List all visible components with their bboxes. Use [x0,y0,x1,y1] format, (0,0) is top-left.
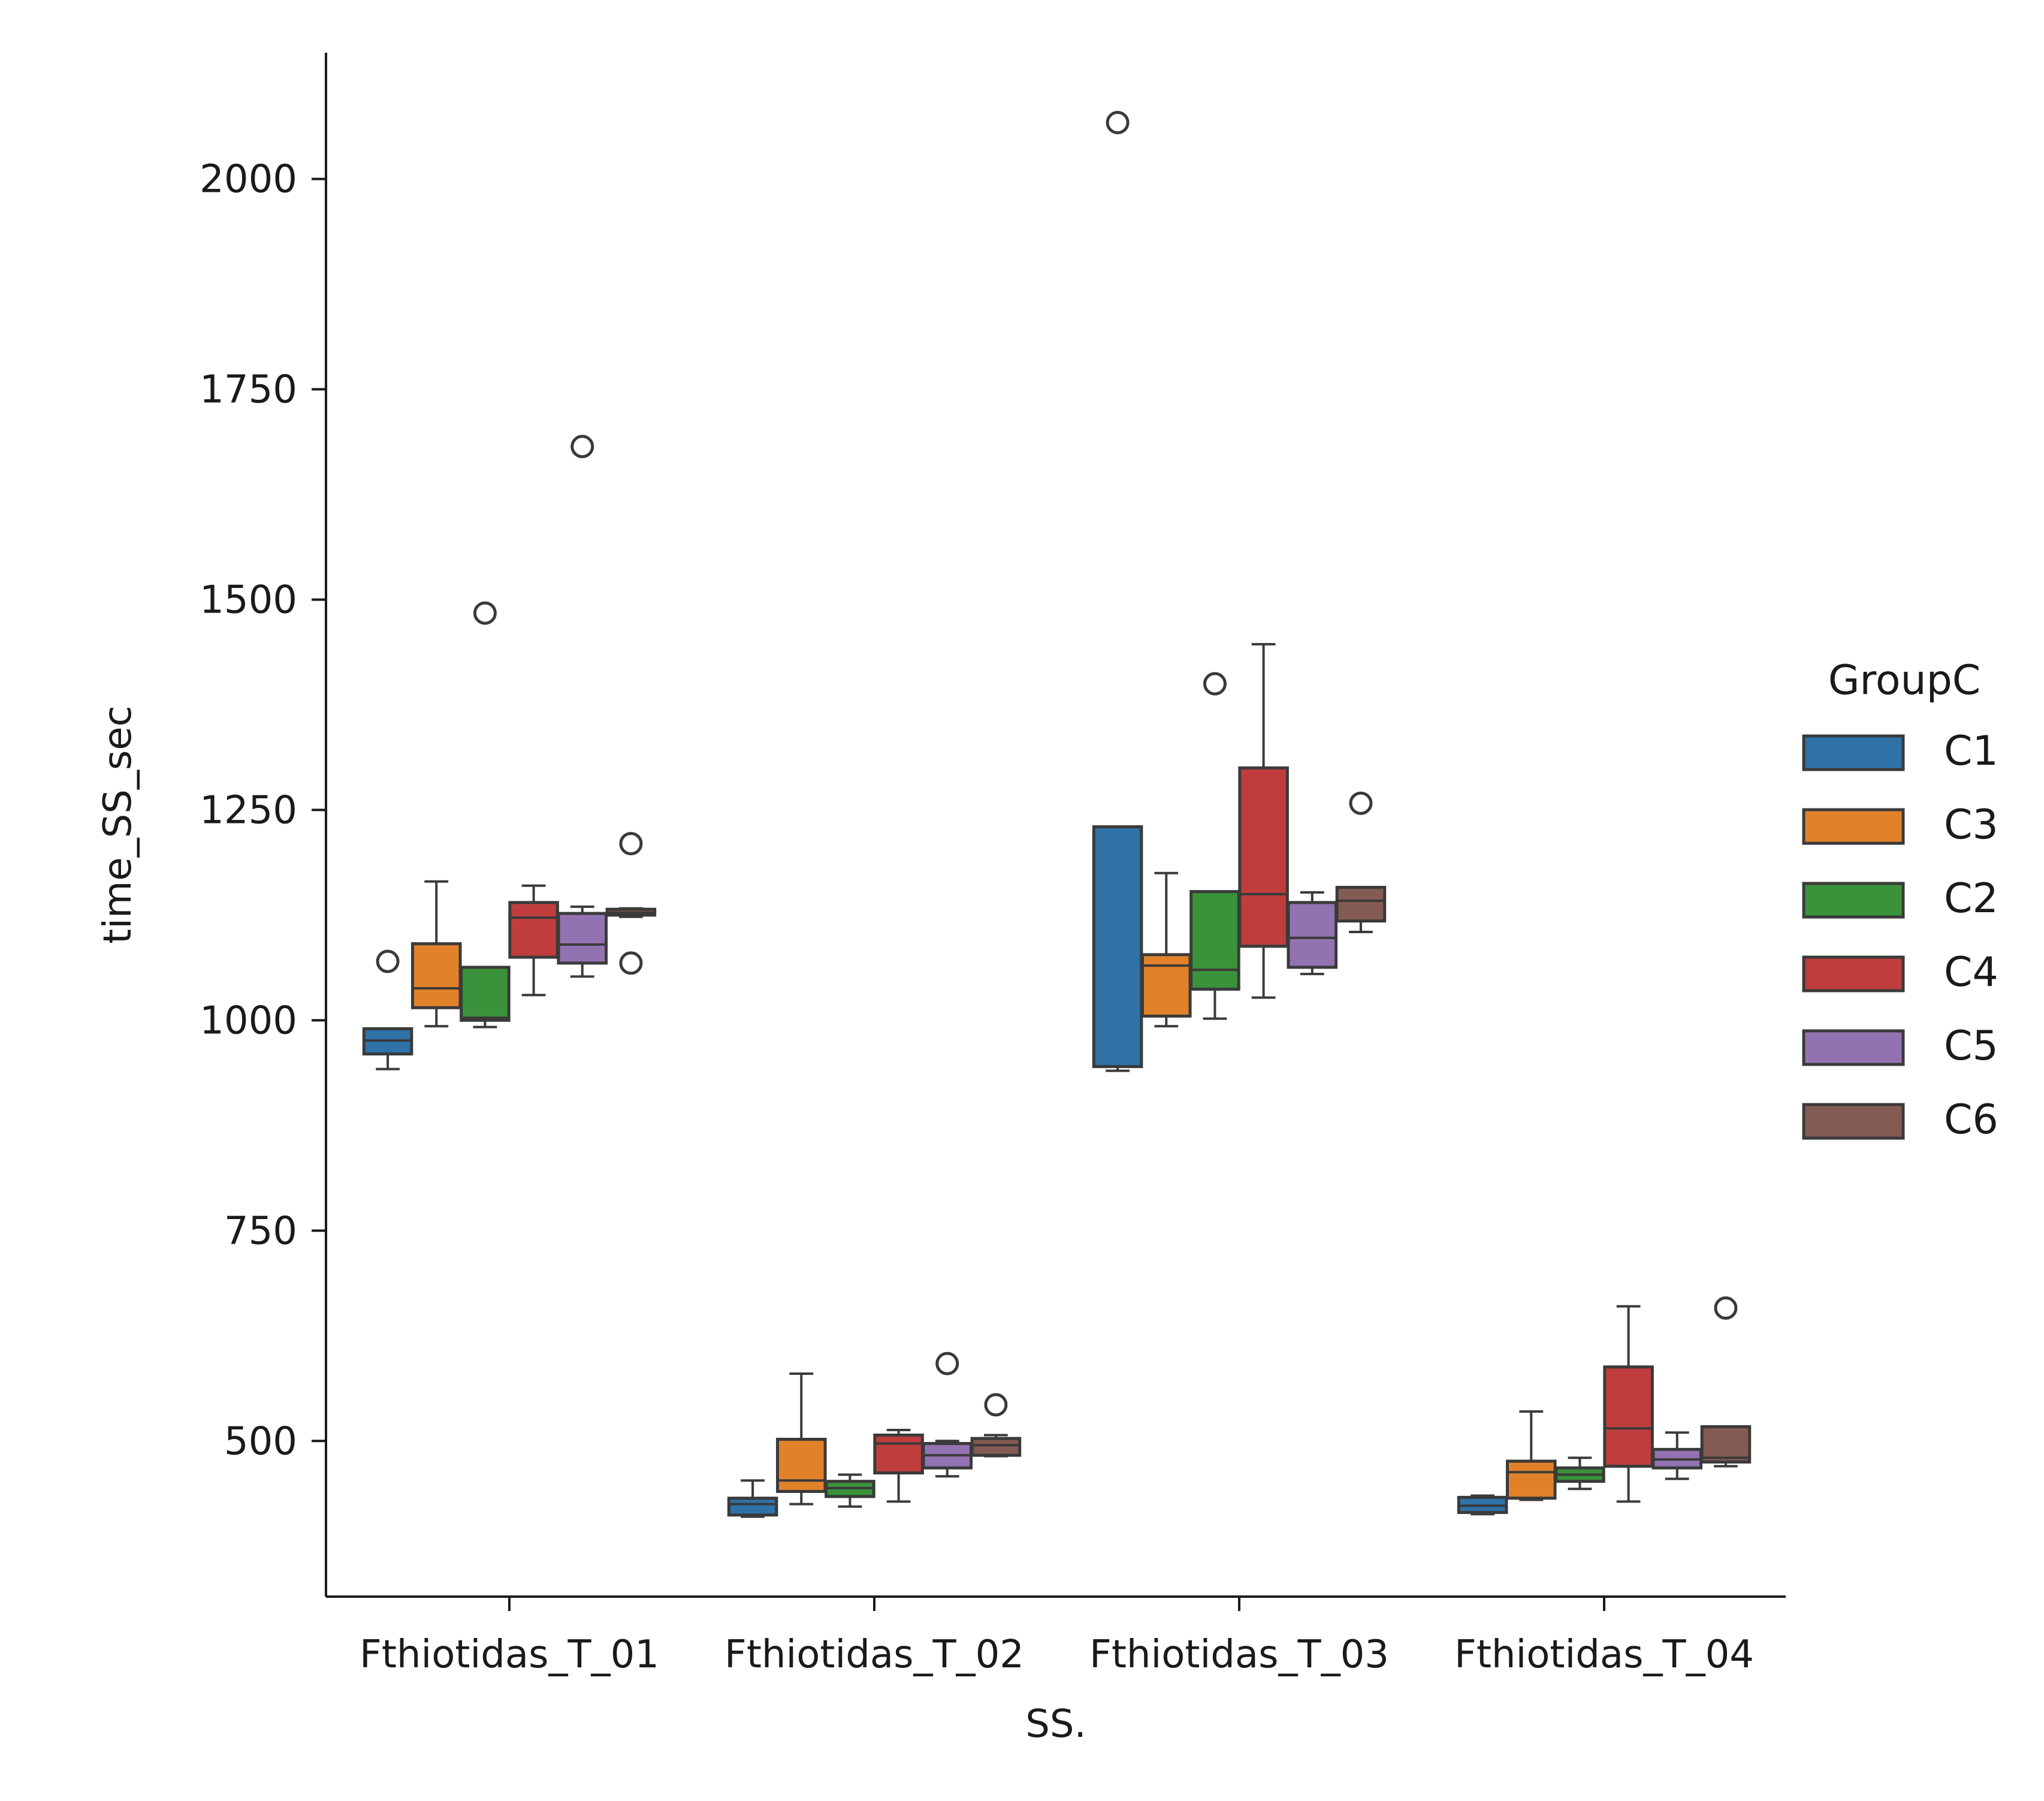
legend-title: GroupC [1828,657,1981,704]
axes: 500 750 1000 1250 1500 1750 2000 Fthiotidas_T_… [96,53,1786,1746]
box-C1-2 [1092,111,1143,1072]
box-C3-3 [1505,1410,1557,1501]
box-C1-3 [1457,1494,1508,1516]
legend-label: C1 [1944,728,1998,775]
plot-elements [362,111,1752,1518]
legend: GroupC C1 C3 C2 C4 C5 C6 [1802,657,1998,1144]
box-body [1700,1425,1752,1464]
box-body [508,901,559,959]
legend-swatch [1802,955,1905,992]
box-C2-3 [1554,1456,1605,1491]
legend-item-C4: C4 [1802,949,1998,996]
outlier-point [984,1393,1008,1417]
x-tick-label: Fthiotidas_T_04 [1454,1633,1754,1677]
outlier-point [1203,672,1227,696]
box-body [1238,766,1289,948]
legend-item-C5: C5 [1802,1022,1998,1070]
legend-label: C5 [1944,1022,1998,1070]
box-body [970,1437,1022,1457]
y-axis-label: time_SS_sec [96,705,140,944]
y-tick-label: 1000 [200,998,297,1043]
box-C2-1 [825,1473,875,1508]
legend-swatch [1802,734,1905,771]
box-C6-0 [605,832,657,975]
y-tick-label: 500 [224,1419,297,1464]
box-C3-1 [775,1372,827,1506]
y-ticks: 500 750 1000 1250 1500 1750 2000 [200,158,326,1464]
legend-label: C4 [1944,949,1998,996]
x-tick-label: Fthiotidas_T_02 [724,1633,1024,1677]
outlier-point [1349,791,1373,815]
box-C6-1 [970,1393,1022,1458]
x-ticks: Fthiotidas_T_01 Fthiotidas_T_02 Fthiotidas… [360,1597,1754,1677]
outlier-point [619,832,643,856]
outlier-point [473,601,497,625]
x-tick-label: Fthiotidas_T_01 [360,1633,659,1677]
box-body [1140,953,1192,1018]
box-C1-0 [362,949,413,1070]
outlier-point [1714,1296,1738,1320]
box-C4-0 [508,884,559,997]
legend-item-C6: C6 [1802,1096,1998,1144]
box-C6-3 [1700,1296,1752,1468]
box-body [460,966,511,1022]
legend-items: C1 C3 C2 C4 C5 C6 [1802,728,1998,1144]
outlier-point [1106,111,1130,135]
legend-label: C6 [1944,1096,1998,1144]
box-body [1287,901,1338,969]
outlier-point [570,435,594,458]
box-C2-2 [1189,672,1240,1020]
x-axis-label: SS. [1025,1702,1086,1746]
legend-label: C2 [1944,875,1998,922]
y-tick-label: 1750 [200,368,297,412]
box-body [410,942,462,1009]
legend-swatch [1802,1103,1905,1140]
box-C4-1 [873,1429,924,1503]
legend-swatch [1802,808,1905,845]
y-tick-label: 750 [224,1209,297,1253]
box-C4-2 [1238,642,1289,999]
legend-label: C3 [1944,801,1998,849]
box-body [557,912,608,965]
legend-item-C1: C1 [1802,728,1998,775]
legend-item-C2: C2 [1802,875,1998,922]
box-C5-3 [1651,1431,1703,1480]
box-C5-0 [557,435,608,978]
box-C4-3 [1603,1305,1654,1503]
box-C5-1 [922,1351,973,1478]
legend-swatch [1802,1029,1905,1066]
box-body [1603,1365,1654,1468]
box-C5-2 [1287,891,1338,976]
box-body [873,1433,924,1475]
box-C2-0 [460,601,511,1028]
box-C3-2 [1140,871,1192,1028]
box-C1-1 [727,1479,778,1518]
box-body [1505,1459,1557,1500]
box-body [775,1437,827,1494]
box-C6-2 [1335,791,1387,933]
box-body [727,1497,778,1517]
x-tick-label: Fthiotidas_T_03 [1089,1633,1389,1677]
outlier-point [376,949,400,973]
y-tick-label: 2000 [200,158,297,202]
box-C3-0 [410,880,462,1028]
legend-item-C3: C3 [1802,801,1998,849]
y-tick-label: 1500 [200,578,297,622]
legend-swatch [1802,882,1905,919]
outlier-point [619,951,643,975]
box-body [1335,886,1387,923]
box-body [1092,825,1143,1069]
y-tick-label: 1250 [200,788,297,832]
box-body [1189,890,1240,991]
outlier-point [935,1351,959,1375]
